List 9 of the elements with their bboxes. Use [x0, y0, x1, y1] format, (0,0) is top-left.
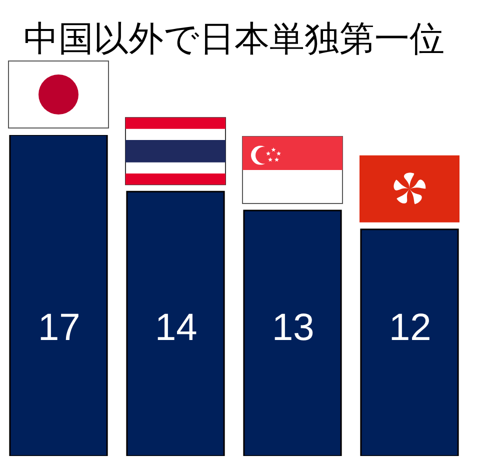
- data-label: 14: [155, 307, 198, 349]
- data-label: 12: [389, 307, 432, 349]
- bar: [243, 210, 342, 456]
- bar: [9, 135, 108, 456]
- chart-title: 中国以外で日本単独第一位: [24, 19, 444, 60]
- data-label: 13: [272, 307, 314, 349]
- bar: [126, 190, 225, 456]
- bar: [360, 228, 459, 456]
- data-label: 17: [38, 307, 80, 349]
